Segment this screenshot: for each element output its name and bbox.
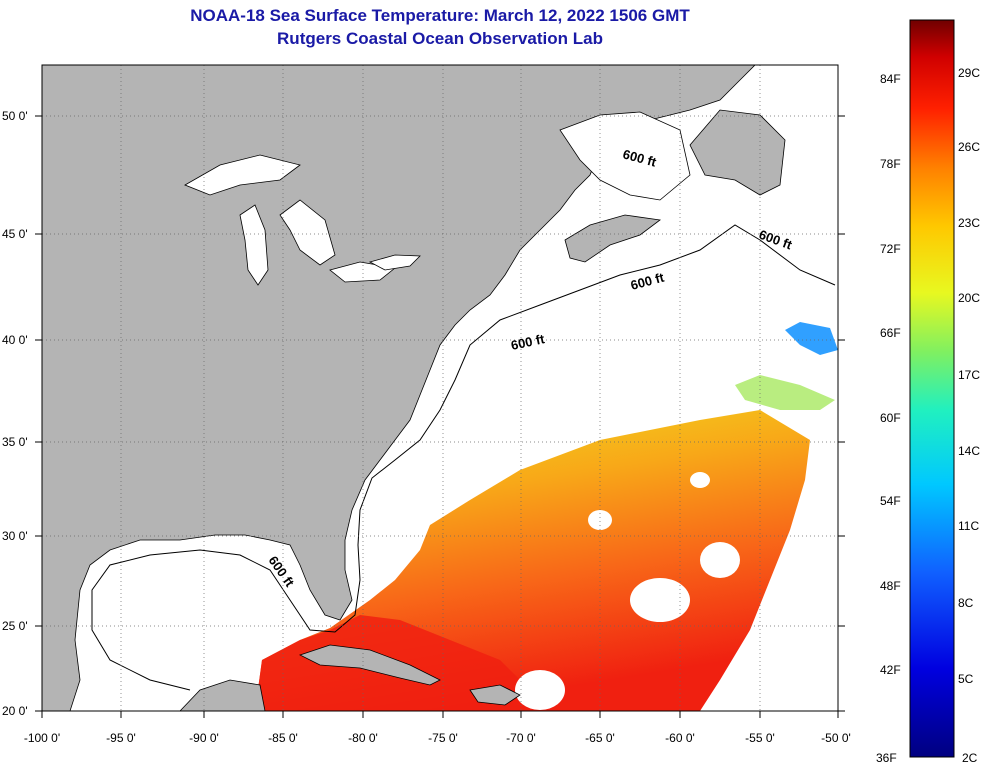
latitude-labels: 50 0' 45 0' 40 0' 35 0' 30 0' 25 0' 20 0… (2, 109, 28, 718)
lat-label: 35 0' (2, 435, 28, 449)
lat-label: 30 0' (2, 529, 28, 543)
lon-label: -75 0' (428, 731, 458, 745)
land-nova-scotia (564, 214, 662, 263)
lon-label: -95 0' (106, 731, 136, 745)
lat-label: 50 0' (2, 109, 28, 123)
lon-label: -65 0' (585, 731, 615, 745)
color-scale-bar (909, 19, 955, 758)
colorbar-c-label: 2C (962, 751, 978, 765)
colorbar-c-label: 14C (958, 444, 980, 458)
lon-label: -90 0' (189, 731, 219, 745)
lon-label: -80 0' (348, 731, 378, 745)
lat-label: 20 0' (2, 704, 28, 718)
colorbar-f-label: 66F (880, 326, 901, 340)
land-hispaniola (469, 684, 521, 706)
colorbar-f-label: 42F (880, 663, 901, 677)
isobath-600ft (91, 224, 836, 691)
colorbar-f-label: 78F (880, 157, 901, 171)
gulf-st-lawrence (559, 111, 691, 201)
colorbar-f-label: 72F (880, 242, 901, 256)
lat-label: 45 0' (2, 227, 28, 241)
colorbar-f-label: 60F (880, 411, 901, 425)
colorbar-f-label: 84F (880, 72, 901, 86)
colorbar-c-label: 23C (958, 216, 980, 230)
lon-label: -50 0' (821, 731, 851, 745)
sst-data-red-core (255, 615, 560, 711)
lon-label: -60 0' (665, 731, 695, 745)
colorbar-f-label: 48F (880, 579, 901, 593)
lon-label: -70 0' (506, 731, 536, 745)
colorbar-c-label: 20C (958, 291, 980, 305)
lat-label: 40 0' (2, 333, 28, 347)
colorbar-c-label: 5C (958, 672, 974, 686)
cloud-gaps (515, 472, 740, 710)
colorbar-c-label: 11C (958, 519, 979, 533)
lat-label: 25 0' (2, 619, 28, 633)
colorbar-fahrenheit-labels: 84F 78F 72F 66F 60F 54F 48F 42F 36F (876, 72, 901, 765)
sst-data-coldwater (785, 322, 838, 355)
lon-label: -55 0' (745, 731, 775, 745)
contour-label: 600 ft (510, 331, 547, 353)
map-title: NOAA-18 Sea Surface Temperature: March 1… (190, 6, 690, 25)
land-newfoundland (689, 109, 786, 196)
colorbar-f-label: 36F (876, 751, 897, 765)
map-subtitle: Rutgers Coastal Ocean Observation Lab (277, 29, 603, 48)
colorbar-c-label: 26C (958, 140, 980, 154)
colorbar-f-label: 54F (880, 494, 901, 508)
great-lakes (184, 154, 421, 286)
colorbar-c-label: 29C (958, 66, 980, 80)
map-frame (41, 64, 839, 712)
colorbar-c-label: 8C (958, 596, 974, 610)
colorbar-celsius-labels: 29C 26C 23C 20C 17C 14C 11C 8C 5C 2C (958, 66, 980, 765)
graticule (42, 65, 838, 711)
lon-label: -100 0' (24, 731, 60, 745)
colorbar-c-label: 17C (958, 368, 980, 382)
land-cuba (298, 644, 441, 686)
frame-ticks (35, 115, 845, 718)
lon-label: -85 0' (268, 731, 298, 745)
land-yucatan (179, 679, 266, 711)
longitude-labels: -100 0' -95 0' -90 0' -85 0' -80 0' -75 … (24, 731, 851, 745)
